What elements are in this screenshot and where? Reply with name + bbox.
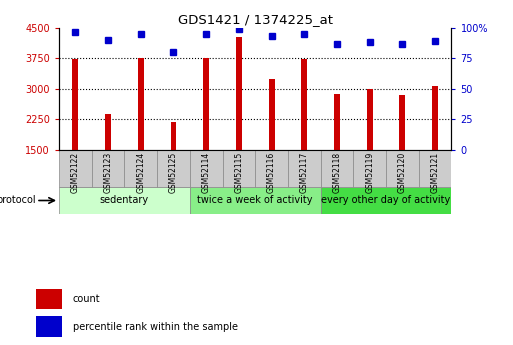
Bar	[269, 79, 274, 150]
Bar	[138, 58, 144, 150]
Bar	[105, 114, 111, 150]
Bar	[203, 58, 209, 150]
Text: count: count	[73, 294, 101, 304]
Text: every other day of activity: every other day of activity	[322, 196, 450, 206]
Bar	[190, 150, 223, 187]
Text: GSM52119: GSM52119	[365, 152, 374, 193]
Bar	[400, 95, 405, 150]
Text: GSM52122: GSM52122	[71, 152, 80, 193]
Bar	[92, 150, 125, 187]
Bar	[432, 86, 438, 150]
Text: GSM52121: GSM52121	[430, 152, 440, 193]
Bar	[334, 94, 340, 150]
Bar	[170, 122, 176, 150]
Bar	[419, 150, 451, 187]
Bar	[36, 316, 62, 337]
Bar	[157, 150, 190, 187]
Bar	[367, 89, 372, 150]
Text: percentile rank within the sample: percentile rank within the sample	[73, 322, 238, 332]
Bar	[301, 59, 307, 150]
Text: GSM52117: GSM52117	[300, 152, 309, 193]
Text: sedentary: sedentary	[100, 196, 149, 206]
Bar	[72, 59, 78, 150]
Bar	[36, 289, 62, 309]
Bar	[321, 187, 451, 214]
Text: GSM52114: GSM52114	[202, 152, 211, 193]
Text: protocol: protocol	[0, 196, 35, 206]
Bar	[288, 150, 321, 187]
Text: GSM52120: GSM52120	[398, 152, 407, 193]
Text: GSM52125: GSM52125	[169, 152, 178, 193]
Text: twice a week of activity: twice a week of activity	[198, 196, 313, 206]
Bar	[124, 150, 157, 187]
Text: GSM52123: GSM52123	[104, 152, 112, 193]
Text: GSM52118: GSM52118	[332, 152, 342, 193]
Text: GSM52116: GSM52116	[267, 152, 276, 193]
Bar	[59, 150, 92, 187]
Bar	[353, 150, 386, 187]
Bar	[59, 187, 190, 214]
Bar	[321, 150, 353, 187]
Text: GSM52115: GSM52115	[234, 152, 243, 193]
Text: GSM52124: GSM52124	[136, 152, 145, 193]
Title: GDS1421 / 1374225_at: GDS1421 / 1374225_at	[177, 13, 333, 27]
Bar	[236, 37, 242, 150]
Bar	[223, 150, 255, 187]
Bar	[190, 187, 321, 214]
Bar	[386, 150, 419, 187]
Bar	[255, 150, 288, 187]
